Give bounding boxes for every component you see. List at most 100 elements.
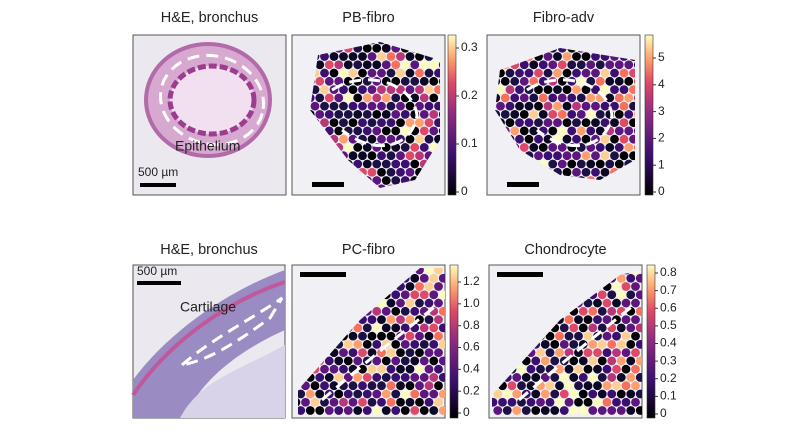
spot [548,60,558,70]
spot [595,159,605,169]
spot [543,101,553,111]
spot [564,331,574,341]
spot [540,373,550,382]
spot [424,118,434,128]
spot [548,109,558,119]
spot [612,298,621,308]
spot [377,118,386,128]
spot [410,389,420,399]
spot [391,126,401,136]
spot [567,159,577,169]
spot [320,364,329,374]
spot [377,68,386,78]
spot [410,76,420,86]
spot [515,101,524,111]
spot [550,389,560,399]
tissue-edge [131,280,286,397]
tissue [167,63,257,137]
spot [600,167,610,177]
spot [591,167,600,177]
spot [616,323,626,333]
spot [605,143,615,152]
spot [519,93,529,103]
spot [339,85,348,94]
colorbar-tick-label: 4 [658,77,665,91]
spot [529,60,539,70]
spot [400,159,410,169]
spot [386,381,396,391]
spot [391,176,401,185]
spot [353,406,363,415]
colorbar-tick-label: 0.1 [461,136,478,150]
spot [616,373,626,382]
spot [612,348,621,358]
spot [564,397,574,407]
spot [574,397,583,407]
panel-title: H&E, bronchus [161,10,259,26]
spot [386,331,396,341]
spot [377,85,386,94]
colorbar-tick-label: 0.3 [461,40,478,54]
spot [396,298,405,308]
spot [562,52,572,61]
spot [377,315,386,324]
spot [517,364,526,374]
spot [315,406,325,415]
spot [629,101,635,111]
spot [400,60,410,70]
spot [588,373,598,382]
spot [515,85,524,94]
spot [429,339,439,349]
spot [358,52,367,61]
spot [591,52,600,61]
spot [621,331,631,341]
spot [614,60,624,70]
spot [320,52,329,61]
colorbar-tick-label: 0.2 [463,383,480,397]
spot [362,60,372,70]
spot [619,68,629,78]
spot [372,306,382,316]
spot [315,109,325,119]
spot [348,381,358,391]
spot [410,406,420,415]
spot [367,167,377,177]
spot [540,406,550,415]
spot [339,68,348,78]
tissue [180,345,285,418]
spot [600,85,610,94]
spot [597,290,607,300]
spot [424,101,434,111]
spot [578,389,588,399]
spot [334,356,344,366]
spot [429,356,439,366]
spot [348,134,358,144]
colorbar-tick-label: 0 [463,405,470,419]
spot [353,373,363,382]
spot [396,85,405,94]
spot [635,339,642,349]
spot [381,323,391,333]
spot [629,151,635,161]
spot [502,389,512,399]
spot [586,76,596,86]
spot [434,381,443,391]
spot [348,331,358,341]
spot [367,68,377,78]
spot [621,298,631,308]
spot [405,298,415,308]
spot [557,93,567,103]
spot [362,43,372,53]
spot [429,389,439,399]
spot [320,381,329,391]
spot [583,364,593,374]
spot [602,315,612,324]
spot [581,52,591,61]
spot [320,101,329,111]
spot [588,306,598,316]
spot [600,151,610,161]
spot [315,389,325,399]
spot [415,331,424,341]
spot [538,143,548,152]
spot [521,373,531,382]
